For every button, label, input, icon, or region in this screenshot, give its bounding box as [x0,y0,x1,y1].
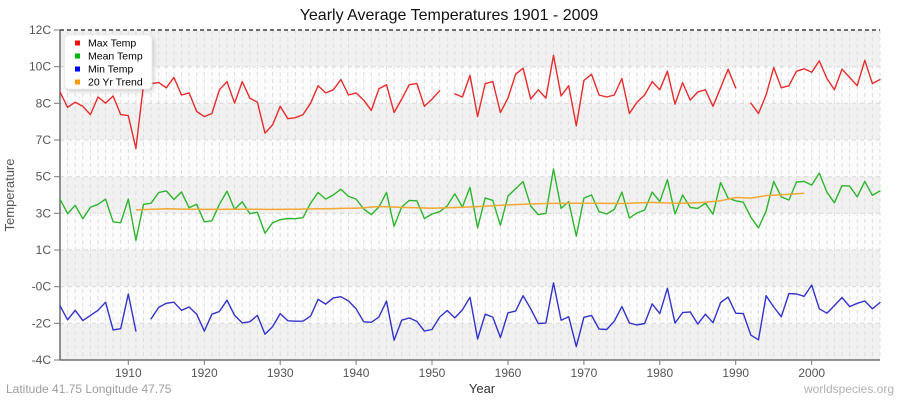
svg-text:1C: 1C [36,243,52,257]
svg-text:Max Temp: Max Temp [88,38,136,50]
svg-text:Latitude 41.75 Longitude 47.75: Latitude 41.75 Longitude 47.75 [6,382,172,396]
svg-text:1910: 1910 [115,366,142,380]
svg-text:Temperature: Temperature [2,159,17,232]
svg-text:1920: 1920 [191,366,218,380]
svg-text:3C: 3C [36,206,52,220]
svg-text:Min Temp: Min Temp [88,64,133,76]
svg-text:Mean Temp: Mean Temp [88,51,143,63]
svg-text:1970: 1970 [571,366,598,380]
svg-text:12C: 12C [29,23,51,37]
svg-text:10C: 10C [29,60,51,74]
svg-text:Year: Year [469,381,496,396]
svg-text:7C: 7C [36,133,52,147]
svg-text:1990: 1990 [722,366,749,380]
svg-text:8C: 8C [36,96,52,110]
svg-text:5C: 5C [36,170,52,184]
svg-text:-4C: -4C [32,353,52,367]
svg-text:1980: 1980 [646,366,673,380]
svg-text:-0C: -0C [32,280,52,294]
svg-text:1940: 1940 [343,366,370,380]
svg-text:1950: 1950 [419,366,446,380]
svg-text:1930: 1930 [267,366,294,380]
svg-text:Yearly Average Temperatures 19: Yearly Average Temperatures 1901 - 2009 [300,7,599,24]
svg-text:-2C: -2C [32,316,52,330]
svg-text:20 Yr Trend: 20 Yr Trend [88,77,143,89]
svg-text:1960: 1960 [495,366,522,380]
svg-text:2000: 2000 [798,366,825,380]
svg-text:worldspecies.org: worldspecies.org [803,382,894,396]
